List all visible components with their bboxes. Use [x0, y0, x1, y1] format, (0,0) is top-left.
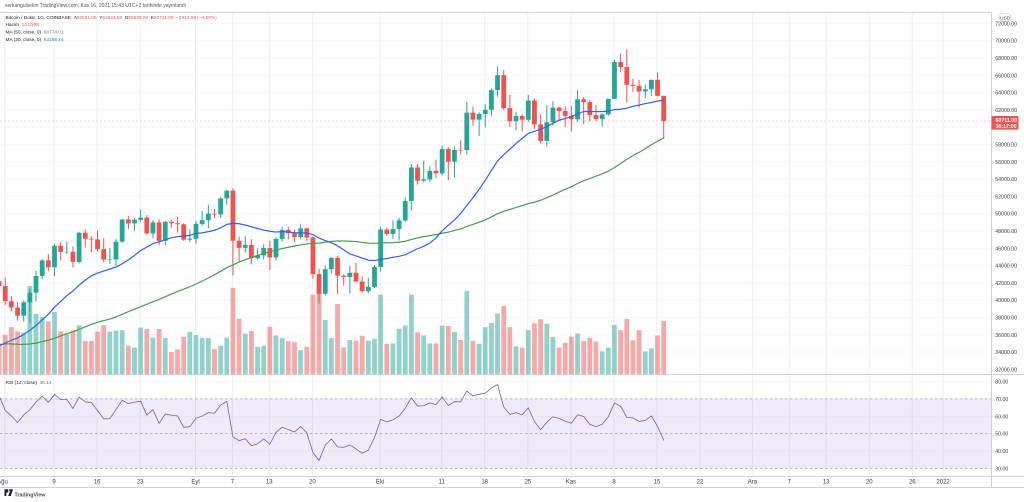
svg-text:7: 7	[231, 480, 235, 486]
svg-text:20: 20	[309, 480, 316, 486]
svg-text:Hacim 14.016K: Hacim 14.016K	[6, 22, 41, 28]
svg-text:TradingView: TradingView	[15, 492, 47, 498]
svg-text:44000.00: 44000.00	[995, 264, 1017, 270]
svg-text:18: 18	[481, 480, 488, 486]
svg-text:USD: USD	[1000, 16, 1011, 22]
svg-text:70000.00: 70000.00	[995, 39, 1017, 45]
svg-text:2022: 2022	[936, 480, 950, 486]
svg-text:66000.00: 66000.00	[995, 73, 1017, 79]
svg-text:60711.00: 60711.00	[996, 118, 1018, 124]
svg-text:40000.00: 40000.00	[995, 298, 1017, 304]
svg-text:MA (20, close, 0) 63158.14: MA (20, close, 0) 63158.14	[6, 37, 64, 43]
svg-text:RSI (14, close) 46.14: RSI (14, close) 46.14	[6, 380, 52, 386]
svg-text:36000.00: 36000.00	[995, 333, 1017, 339]
svg-text:22: 22	[697, 480, 704, 486]
svg-text:7: 7	[788, 480, 792, 486]
svg-text:13: 13	[266, 480, 273, 486]
svg-text:8: 8	[612, 480, 616, 486]
svg-text:9: 9	[52, 480, 56, 486]
svg-text:50000.00: 50000.00	[995, 212, 1017, 218]
svg-text:56000.00: 56000.00	[995, 160, 1017, 166]
svg-text:72000.00: 72000.00	[995, 21, 1017, 27]
svg-text:Kas: Kas	[566, 480, 576, 486]
svg-text:16: 16	[94, 480, 101, 486]
svg-text:20: 20	[866, 480, 873, 486]
svg-text:58000.00: 58000.00	[995, 142, 1017, 148]
svg-text:23: 23	[137, 480, 144, 486]
svg-text:25: 25	[524, 480, 531, 486]
svg-text:34000.00: 34000.00	[995, 350, 1017, 356]
svg-text:Eki: Eki	[376, 480, 384, 486]
svg-text:Ağu: Ağu	[0, 480, 8, 486]
svg-text:MA (50, close, 0) 58774.01: MA (50, close, 0) 58774.01	[6, 30, 64, 36]
svg-text:52000.00: 52000.00	[995, 194, 1017, 200]
svg-text:60.00: 60.00	[995, 414, 1008, 420]
svg-text:50.00: 50.00	[995, 432, 1008, 438]
svg-text:11: 11	[439, 480, 446, 486]
svg-text:70.00: 70.00	[995, 397, 1008, 403]
svg-text:Bitcoin / Dolar, 1G, COINBASE: Bitcoin / Dolar, 1G, COINBASE A63621.05 …	[6, 15, 218, 21]
svg-text:42000.00: 42000.00	[995, 281, 1017, 287]
svg-text:13: 13	[823, 480, 830, 486]
svg-text:Eyl: Eyl	[191, 480, 199, 486]
svg-text:38000.00: 38000.00	[995, 315, 1017, 321]
svg-text:16:17:00: 16:17:00	[996, 124, 1017, 130]
svg-text:64000.00: 64000.00	[995, 91, 1017, 97]
svg-text:15: 15	[654, 480, 661, 486]
svg-text:68000.00: 68000.00	[995, 56, 1017, 62]
svg-text:32000.00: 32000.00	[995, 367, 1017, 373]
svg-text:26: 26	[909, 480, 916, 486]
svg-text:30.00: 30.00	[995, 466, 1008, 472]
svg-text:54000.00: 54000.00	[995, 177, 1017, 183]
svg-text:62000.00: 62000.00	[995, 108, 1017, 114]
svg-text:80.00: 80.00	[995, 380, 1008, 386]
svg-text:46000.00: 46000.00	[995, 246, 1017, 252]
svg-text:48000.00: 48000.00	[995, 229, 1017, 235]
svg-text:serkangulsekin TradingView.com: serkangulsekin TradingView.com, Kas 16, …	[5, 3, 186, 9]
svg-text:40.00: 40.00	[995, 449, 1008, 455]
svg-text:Ara: Ara	[748, 480, 758, 486]
